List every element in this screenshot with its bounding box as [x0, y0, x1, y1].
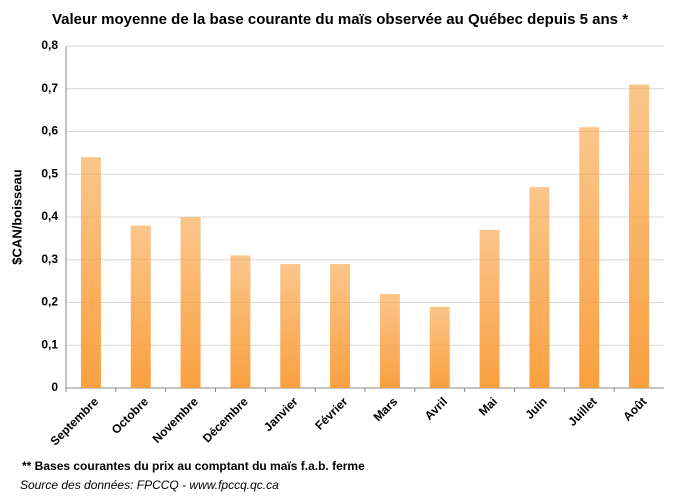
bar [130, 225, 151, 388]
x-tick-label: Février [312, 394, 350, 432]
y-tick-label: 0,5 [41, 166, 58, 180]
footnote: ** Bases courantes du prix au comptant d… [22, 459, 365, 473]
bar [529, 187, 550, 388]
y-tick-label: 0,7 [41, 81, 58, 95]
y-tick-label: 0,2 [41, 295, 58, 309]
y-tick-label: 0,6 [41, 124, 58, 138]
bar [280, 264, 301, 388]
y-tick-label: 0,8 [41, 38, 58, 52]
y-tick-label: 0 [51, 380, 58, 394]
x-tick-label: Juillet [565, 394, 599, 428]
bar [330, 264, 351, 388]
x-tick-label: Novembre [150, 394, 202, 446]
x-tick-label: Septembre [48, 394, 102, 448]
x-tick-label: Août [620, 394, 649, 423]
x-tick-label: Avril [422, 394, 450, 422]
x-tick-label: Juin [522, 394, 549, 421]
x-tick-label: Mai [476, 394, 500, 418]
x-tick-label: Décembre [200, 394, 251, 445]
source-note: Source des données: FPCCQ - www.fpccq.qc… [20, 478, 279, 492]
y-tick-label: 0,3 [41, 252, 58, 266]
bar [429, 306, 450, 388]
bar [629, 84, 650, 388]
x-tick-label: Mars [371, 394, 401, 424]
bar [180, 217, 201, 388]
y-tick-label: 0,4 [41, 209, 58, 223]
x-tick-label: Janvier [261, 394, 301, 434]
y-axis-label: $CAN/boisseau [9, 169, 24, 264]
bar [379, 293, 400, 388]
bar [80, 157, 101, 388]
bar [479, 229, 500, 388]
x-tick-label: Octobre [109, 394, 152, 437]
chart-title: Valeur moyenne de la base courante du ma… [52, 11, 628, 28]
bar [230, 255, 251, 388]
bar [579, 127, 600, 388]
y-tick-label: 0,1 [41, 337, 58, 351]
